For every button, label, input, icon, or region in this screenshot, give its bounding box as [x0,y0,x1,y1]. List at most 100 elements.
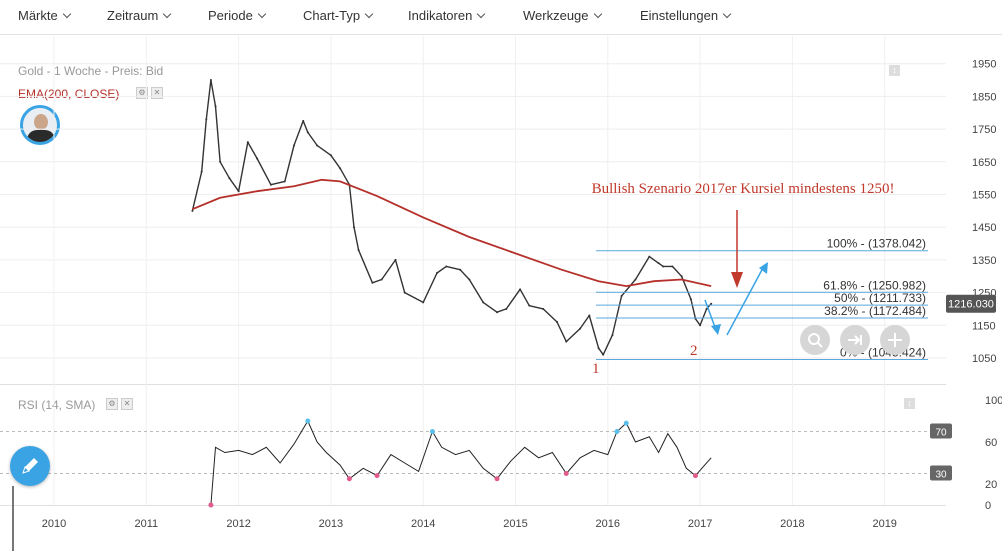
price-point [306,131,309,134]
price-point [482,301,485,304]
price-point [565,340,568,343]
rsi-oversold-point [563,471,569,476]
menu-chart-typ[interactable]: Chart-Typ [303,8,374,23]
chevron-down-icon [477,9,486,19]
price-point [459,268,462,271]
rsi-layer: 70 30 [0,418,952,508]
y-tick-label: 1150 [972,320,996,332]
price-point [519,288,522,291]
close-icon[interactable]: ✕ [121,398,133,410]
x-tick-label: 2017 [688,518,712,530]
x-tick-label: 2012 [226,518,250,530]
menu-maerkte[interactable]: Märkte [18,8,71,23]
blue-arrow-down-head [711,324,721,335]
grid [0,36,946,505]
gear-icon[interactable]: ⚙ [106,398,118,410]
price-point [671,265,674,268]
scroll-to-end-button[interactable] [840,325,870,355]
collapse-pane-button[interactable]: ↕ [904,398,915,409]
series-layer [191,79,713,356]
price-point [292,144,295,147]
main-pane-title: Gold - 1 Woche - Preis: Bid [18,64,164,78]
price-point [694,317,697,320]
rsi-y-tick-label: 20 [985,479,997,491]
rsi-overbought-point [429,429,435,434]
point-2-label: 2 [690,343,698,359]
price-point [634,278,637,281]
menu-indikatoren[interactable]: Indikatoren [408,8,486,23]
price-point [348,183,351,186]
y-tick-label: 1750 [972,124,996,136]
price-point [302,119,305,122]
fib-level-label: 38.2% - (1172.484) [824,304,926,318]
price-point [237,190,240,193]
ema-indicator-label[interactable]: EMA(200, CLOSE) [18,87,120,101]
avatar[interactable] [20,105,60,145]
rsi-series-line [210,419,712,506]
rsi-y-tick-label: 0 [985,500,991,512]
menu-einstellungen[interactable]: Einstellungen [640,8,732,23]
price-point [436,271,439,274]
gear-icon[interactable]: ⚙ [136,87,148,99]
x-tick-label: 2019 [872,518,896,530]
price-point [228,177,231,180]
menu-werkzeuge[interactable]: Werkzeuge [523,8,602,23]
price-point [602,353,605,356]
price-point [422,301,425,304]
arrow-to-end-icon [848,335,862,345]
chevron-down-icon [257,9,267,19]
price-point [209,79,212,82]
collapse-pane-button[interactable]: ↕ [889,65,900,76]
price-point [219,160,222,163]
fib-level-label: 61.8% - (1250.982) [823,278,926,292]
top-menu-bar: Märkte Zeitraum Periode Chart-Typ Indika… [0,0,1002,35]
price-point [528,304,531,307]
price-point [200,170,203,173]
price-point [256,157,259,160]
y-tick-label: 1950 [972,59,996,71]
rsi-overbought-point [614,429,620,434]
blue-arrow-up-line [726,265,765,336]
x-tick-label: 2018 [780,518,804,530]
rsi-level-badge [930,465,952,481]
chevron-down-icon [722,9,732,19]
price-point [357,249,360,252]
price-point [403,291,406,294]
y-tick-label: 1350 [972,255,996,267]
rsi-oversold-point [346,476,352,482]
price-point [496,311,499,314]
price-point [352,226,355,229]
x-tick-label: 2015 [503,518,527,530]
chevron-down-icon [163,9,172,19]
rsi-overbought-point [623,420,629,426]
price-point [689,298,692,301]
x-tick-label: 2014 [411,518,435,530]
zoom-in-button[interactable] [800,325,830,355]
y-tick-label: 1550 [972,190,996,202]
chevron-down-icon [364,9,374,19]
scenario-annotation: Bullish Szenario 2017er Kursiel mindeste… [592,181,895,197]
y-tick-label: 1650 [972,157,996,169]
price-point [505,307,508,310]
price-series-line [191,79,712,356]
price-point [620,294,623,297]
price-point [662,265,665,268]
rsi-y-tick-label: 60 [985,437,997,449]
menu-zeitraum[interactable]: Zeitraum [107,8,172,23]
close-icon[interactable]: ✕ [151,87,163,99]
price-point [339,167,342,170]
move-icon [888,333,902,347]
ema-series-line [192,178,712,288]
pane-divider[interactable] [0,384,946,385]
drawing-tools-button[interactable] [10,446,50,486]
pan-button[interactable] [880,325,910,355]
menu-periode[interactable]: Periode [208,8,267,23]
chevron-down-icon [593,9,602,19]
pencil-icon [22,458,38,474]
fib-level-label: 100% - (1378.042) [827,237,926,251]
fibonacci-layer: 100% - (1378.042) 61.8% - (1250.982)50% -… [596,237,928,360]
menu-label: Zeitraum [107,8,159,23]
fib-level-label: 50% - (1211.733) [834,291,926,305]
price-badge: 1216.030 [948,299,994,311]
